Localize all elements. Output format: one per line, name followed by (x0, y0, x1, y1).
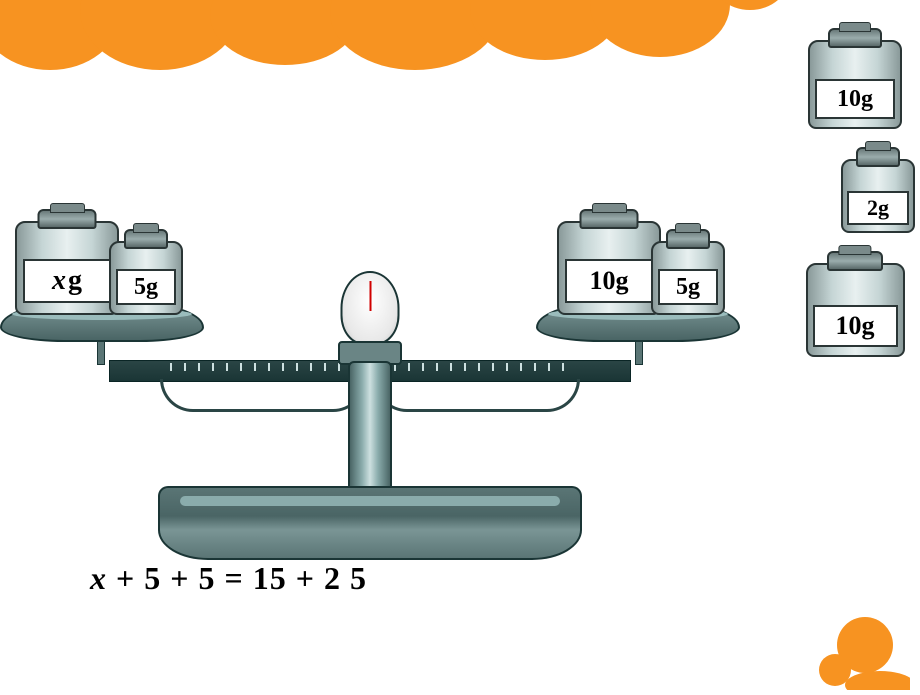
equation-rest: + 5 + 5 = 15 + 2 5 (107, 560, 367, 596)
side-weight-2: 2g (841, 159, 915, 233)
weight-label-unit: g (68, 265, 82, 297)
weight-5g-right: 5g (651, 241, 725, 315)
balance-scale: xg 5g 10g 5g (50, 190, 690, 560)
left-pan-weights: xg 5g (20, 221, 178, 315)
right-pan-weights: 10g 5g (562, 221, 720, 315)
hang-curve-right (374, 379, 580, 412)
side-weights-column: 10g 2g 10g (805, 40, 905, 357)
equation-var: x (90, 560, 107, 596)
side-weight-3: 10g (806, 263, 905, 357)
top-cloud-decoration (0, 0, 780, 50)
scale-column (348, 361, 392, 495)
weight-xg: xg (15, 221, 119, 315)
hang-curve-left (160, 379, 366, 412)
bottom-right-decoration (790, 610, 910, 690)
weight-5g-left: 5g (109, 241, 183, 315)
weight-10g-right: 10g (557, 221, 661, 315)
equation-text: x + 5 + 5 = 15 + 2 5 (90, 560, 367, 597)
weight-label-var: x (52, 265, 66, 297)
side-weight-1: 10g (808, 40, 902, 129)
scale-dial (341, 271, 400, 345)
scale-base (158, 486, 582, 560)
